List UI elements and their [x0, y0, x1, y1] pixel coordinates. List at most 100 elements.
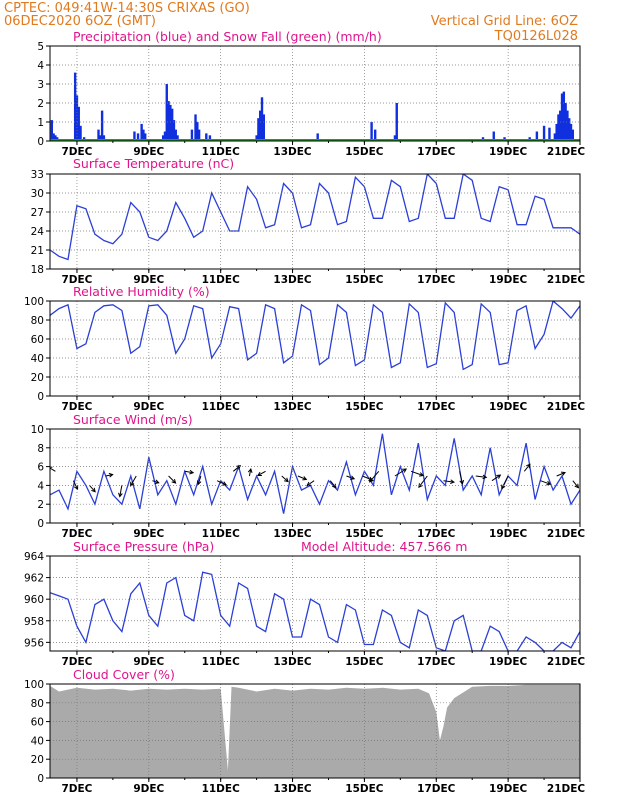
- y-tick-label: 27: [31, 207, 44, 219]
- y-tick-label: 964: [24, 551, 44, 563]
- temperature-frame: [49, 173, 581, 270]
- pressure-data: [50, 571, 580, 651]
- precip-bar: [196, 122, 199, 141]
- precip-frame: [49, 45, 581, 142]
- precip-bar: [172, 120, 176, 141]
- y-tick-label: 40: [31, 735, 44, 747]
- wind-arrow: [72, 480, 79, 491]
- pressure-frame: [49, 555, 581, 652]
- x-tick-label: 17DEC: [417, 274, 456, 286]
- precip-bar: [73, 72, 77, 141]
- y-tick-label: 1: [37, 117, 44, 129]
- x-tick-label: 19DEC: [489, 528, 528, 540]
- x-tick-label: 13DEC: [273, 401, 312, 413]
- precip-bar: [194, 114, 197, 141]
- precip-bar: [548, 127, 551, 141]
- precip-bar: [97, 129, 100, 141]
- precip-bar: [174, 129, 177, 141]
- x-tick-label: 15DEC: [345, 656, 384, 668]
- precip-bar: [569, 123, 573, 141]
- precip-bar: [555, 123, 558, 141]
- precip-bar: [566, 110, 569, 141]
- wind-arrow: [475, 474, 488, 480]
- precip-bar: [564, 103, 567, 141]
- x-tick-label: 9DEC: [133, 146, 164, 158]
- precip-bar: [205, 133, 208, 141]
- pressure-panel: 956 958 960 962 964 7DEC 9DEC 11DEC 13DEC 15DEC 17…: [24, 551, 585, 668]
- precip-bar: [170, 108, 174, 141]
- y-tick-label: 0: [37, 136, 44, 148]
- y-tick-label: 10: [31, 424, 44, 436]
- y-tick-label: 33: [31, 169, 44, 181]
- precip-bar: [54, 135, 57, 141]
- precip-bar: [167, 101, 170, 141]
- wind-arrow: [443, 479, 455, 485]
- x-tick-label: 7DEC: [61, 274, 92, 286]
- temperature-line: [50, 174, 580, 261]
- precip-bar: [208, 135, 212, 141]
- precip-bar: [255, 135, 258, 141]
- cloud-panel: 0 20 40 60 80 100 7DEC 9DEC 11DEC 13DEC 15DEC 17DEC…: [24, 679, 585, 795]
- precip-bar: [492, 131, 495, 141]
- precip-bar: [102, 135, 106, 141]
- x-tick-label: 19DEC: [489, 401, 528, 413]
- wind-arrow: [501, 475, 509, 490]
- precip-bar: [559, 110, 562, 141]
- y-tick-label: 8: [37, 443, 44, 455]
- x-tick-label: 7DEC: [61, 401, 92, 413]
- y-tick-label: 2: [37, 98, 44, 110]
- wind-arrow: [523, 463, 531, 472]
- precip-bar: [142, 129, 145, 141]
- humidity-title: Relative Humidity (%): [73, 284, 210, 299]
- header-date: 06DEC2020 6OZ (GMT): [4, 14, 156, 29]
- y-tick-label: 2: [37, 499, 44, 511]
- header-grid-note: Vertical Grid Line: 6OZ: [431, 14, 578, 29]
- precip-bar: [262, 114, 265, 141]
- x-tick-label: 17DEC: [417, 146, 456, 158]
- precip-bar: [133, 131, 136, 141]
- precip-bar: [557, 114, 560, 141]
- precip-bar: [161, 135, 165, 141]
- temperature-panel: 18 21 24 27 30 33 7DEC 9DEC 11DEC 13DEC 15DEC 17DEC…: [31, 169, 586, 286]
- y-tick-label: 24: [31, 226, 45, 238]
- wind-frame: [49, 428, 581, 524]
- precip-bar: [259, 110, 262, 141]
- x-tick-label: 13DEC: [273, 783, 312, 795]
- y-tick-label: 4: [37, 60, 44, 72]
- x-tick-label: 9DEC: [133, 528, 164, 540]
- precip-bar: [52, 133, 55, 141]
- wind-arrow: [130, 475, 137, 487]
- y-tick-label: 60: [31, 334, 44, 346]
- precip-data: [50, 72, 580, 141]
- x-tick-label: 19DEC: [489, 656, 528, 668]
- wind-title: Surface Wind (m/s): [73, 412, 193, 427]
- x-tick-label: 7DEC: [61, 528, 92, 540]
- x-tick-label: 21DEC: [547, 528, 586, 540]
- precip-bar: [568, 118, 571, 141]
- humidity-data: [50, 301, 580, 371]
- x-tick-label: 9DEC: [133, 401, 164, 413]
- pressure-title: Surface Pressure (hPa): [73, 539, 214, 554]
- y-tick-label: 40: [31, 353, 44, 365]
- precip-bar: [553, 133, 557, 141]
- humidity-frame: [49, 300, 581, 397]
- y-tick-label: 20: [31, 754, 44, 766]
- wind-arrow: [118, 485, 123, 498]
- y-tick-label: 4: [37, 480, 44, 492]
- wind-arrow: [89, 485, 96, 493]
- precip-bar: [77, 106, 80, 141]
- precip-bar: [560, 93, 564, 141]
- precip-bar: [571, 129, 575, 141]
- precip-bar: [257, 118, 260, 141]
- wind-arrow: [306, 480, 315, 487]
- wind-line: [50, 433, 580, 514]
- y-tick-label: 962: [24, 573, 44, 585]
- wind-arrow: [152, 479, 160, 485]
- wind-arrow: [105, 472, 114, 478]
- x-tick-label: 17DEC: [417, 401, 456, 413]
- y-tick-label: 21: [31, 245, 44, 257]
- x-tick-label: 9DEC: [133, 274, 164, 286]
- wind-arrow: [418, 475, 428, 489]
- precip-bar: [136, 133, 140, 141]
- x-tick-label: 15DEC: [345, 146, 384, 158]
